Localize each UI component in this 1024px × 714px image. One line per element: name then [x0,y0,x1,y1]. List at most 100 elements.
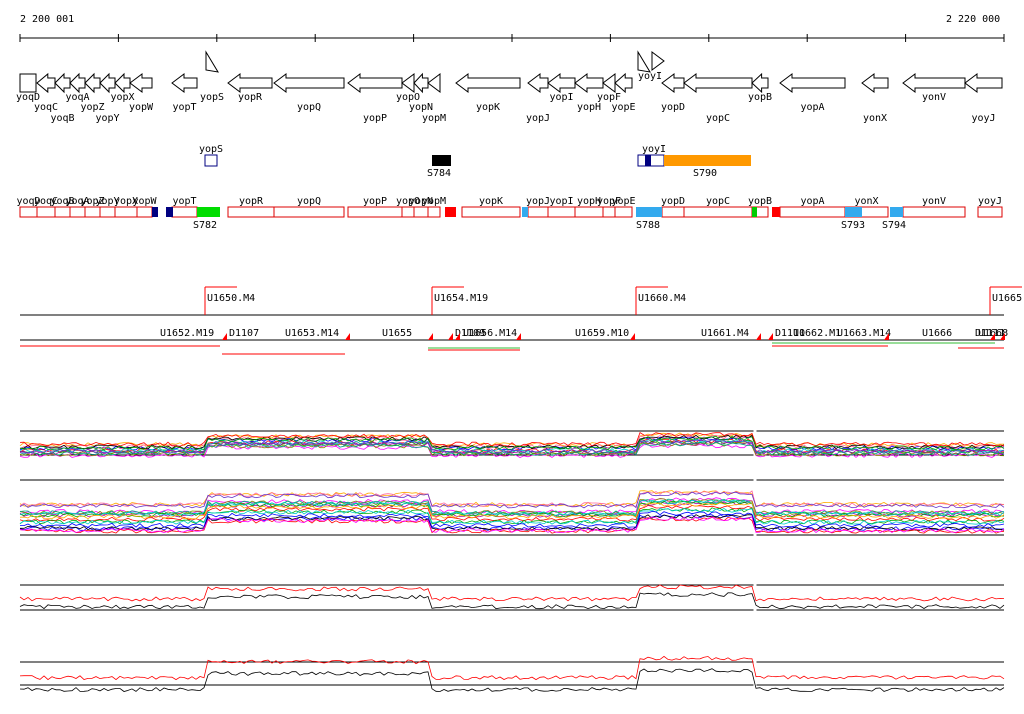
segment-label: yopX [114,196,138,207]
gene-label: yoyI [638,71,662,82]
segment-box [461,206,521,218]
transcript-label: U1661.M4 [701,328,749,339]
gene-arrow [661,73,685,93]
transcript-label: U1654.M19 [434,293,488,304]
gene-label: yopD [661,102,685,113]
gene-label: yopA [800,102,824,113]
segment-box [171,206,198,218]
profile-line [19,592,1005,610]
gene-label: yopC [706,113,730,124]
gene-label: yopJ [526,113,550,124]
gene-arrow [861,73,889,93]
segment-box [273,206,345,218]
profile-line [19,436,1005,451]
profile-line [19,507,1005,525]
gene-arrow [401,73,415,93]
gene-arrow [69,72,86,94]
segment-highlight [166,207,173,217]
gene-label: yopW [129,102,154,113]
segment-box [683,206,753,218]
gene-arrow [964,73,1003,93]
profile-line [19,441,1005,456]
gene-arrow [527,73,549,93]
transcript-marker [428,333,433,340]
segment-box [527,206,549,218]
gene-label: yoqA [65,92,89,103]
site-label: S793 [841,220,865,231]
profile-line [20,514,1005,531]
segment-box [902,206,966,218]
site-label: S782 [193,220,217,231]
gene-label: yopI [549,92,573,103]
gene-label: yopO [396,92,420,103]
transcript-marker [990,333,995,340]
gene-arrow [779,73,846,93]
profile-line [19,490,1005,508]
segment-box [136,206,153,218]
gene-arrow [683,73,753,93]
transcript-label: D1111 [975,328,1005,339]
feature-label: S790 [693,168,717,179]
profile-line [19,498,1005,516]
gene-label: yonX [863,113,887,124]
segment-highlight [522,207,528,217]
segment-label: yonV [922,196,946,207]
transcript-label: D1107 [229,328,259,339]
segment-box [227,206,275,218]
gene-label: yopZ [80,102,104,113]
gene-label: yonV [922,92,946,103]
segment-label: yopZ [80,196,104,207]
segment-label: yopF [597,196,621,207]
segment-label: yoqD [16,196,40,207]
segment-highlight [152,207,158,217]
gene-label: yopQ [297,102,321,113]
segment-label: yopJ [526,196,550,207]
transcript-label: U1660.M4 [638,293,686,304]
gene-label: yopB [748,92,772,103]
gene-arrow [347,73,403,93]
transcript-label: U1663.M14 [837,328,891,339]
segment-highlight [197,207,220,217]
gene-arrow [547,73,576,93]
segment-label: yopD [661,196,685,207]
feature-box [432,155,451,166]
gene-label: yoqC [34,102,58,113]
gene-arrow [751,72,769,94]
segment-label: yonX [854,196,878,207]
transcript-track: U1650.M4 U1654.M19 U1660.M4 U1665 D1107 U1652… [20,286,1022,355]
profile-line [19,432,1004,447]
segment-highlight [445,207,456,217]
segment-label: yopK [479,196,503,207]
gene-label: yoqD [16,92,40,103]
gene-arrow [19,73,37,93]
gene-label: yoyJ [971,113,995,124]
feature-label: yopS [199,144,223,155]
segment-box [54,206,71,218]
profile-line [19,431,1005,447]
segment-box [413,206,429,218]
segment-box [427,206,441,218]
profile-line [19,584,1005,602]
transcript-marker [768,333,773,340]
transcript-marker [884,333,889,340]
gene-arrow [36,72,56,94]
gene-arrow [902,73,966,93]
gene-label: yopF [597,92,621,103]
profile-line [19,668,1005,692]
profile-line [19,499,1005,517]
segment-label: yopB [748,196,772,207]
gene-arrow [455,73,521,93]
transcript-label: U1659.M10 [575,328,629,339]
gene-label: yopN [409,102,433,113]
gene-label: yopP [363,113,387,124]
profile-line [19,507,1005,525]
transcript-label: D1110 [775,328,805,339]
transcript-label: U1655 [382,328,412,339]
gene-arrow [205,50,219,73]
segment-label: yopR [239,196,264,207]
gene-arrow [84,72,101,94]
feature-label: S784 [427,168,451,179]
